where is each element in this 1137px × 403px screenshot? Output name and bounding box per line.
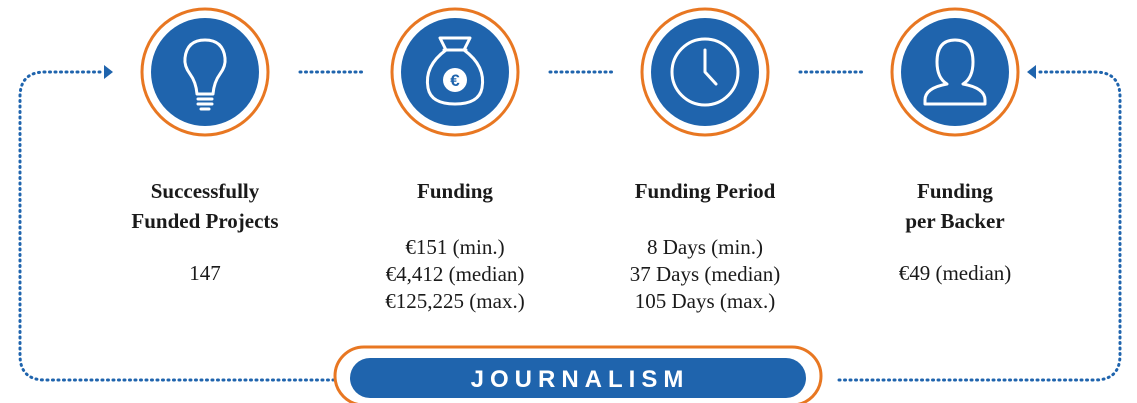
item-value: €151 (min.) (405, 235, 504, 259)
arrow-left (1027, 65, 1036, 79)
bulb-icon (183, 38, 227, 111)
item-value: 147 (189, 261, 221, 285)
item-title: Funded Projects (131, 209, 278, 233)
clock-icon (670, 37, 740, 107)
icon-circle (151, 18, 259, 126)
money-bag-icon (425, 36, 485, 106)
dotted-loop-right (833, 70, 1122, 382)
ring (640, 7, 770, 137)
item-title: Funding Period (635, 179, 776, 203)
icon-circle (901, 18, 1009, 126)
banner: JOURNALISM (333, 345, 823, 403)
banner-ring (333, 345, 823, 403)
ring (140, 7, 270, 137)
item-title: Successfully (151, 179, 260, 203)
ring (390, 7, 520, 137)
item-title: Funding (917, 179, 993, 203)
item-value: 8 Days (min.) (647, 235, 763, 259)
connectors (18, 65, 1122, 382)
item-title: Funding (417, 179, 493, 203)
banner-pill (350, 358, 806, 398)
icons: € (183, 36, 987, 111)
euro-sign: € (450, 71, 460, 90)
banner-label: JOURNALISM (471, 366, 690, 393)
item-value: 105 Days (max.) (635, 289, 776, 313)
coin (443, 68, 467, 92)
dotted-loop-left (18, 70, 335, 382)
clock-hands (703, 48, 718, 86)
item-value: €49 (median) (899, 261, 1012, 285)
item-title: per Backer (905, 209, 1004, 233)
item-value: €125,225 (max.) (385, 289, 524, 313)
item-value: 37 Days (median) (630, 262, 780, 286)
item-value: €4,412 (median) (386, 262, 525, 286)
person-icon (923, 38, 987, 106)
circles (140, 7, 1020, 137)
arrow-right (104, 65, 113, 79)
ring (890, 7, 1020, 137)
